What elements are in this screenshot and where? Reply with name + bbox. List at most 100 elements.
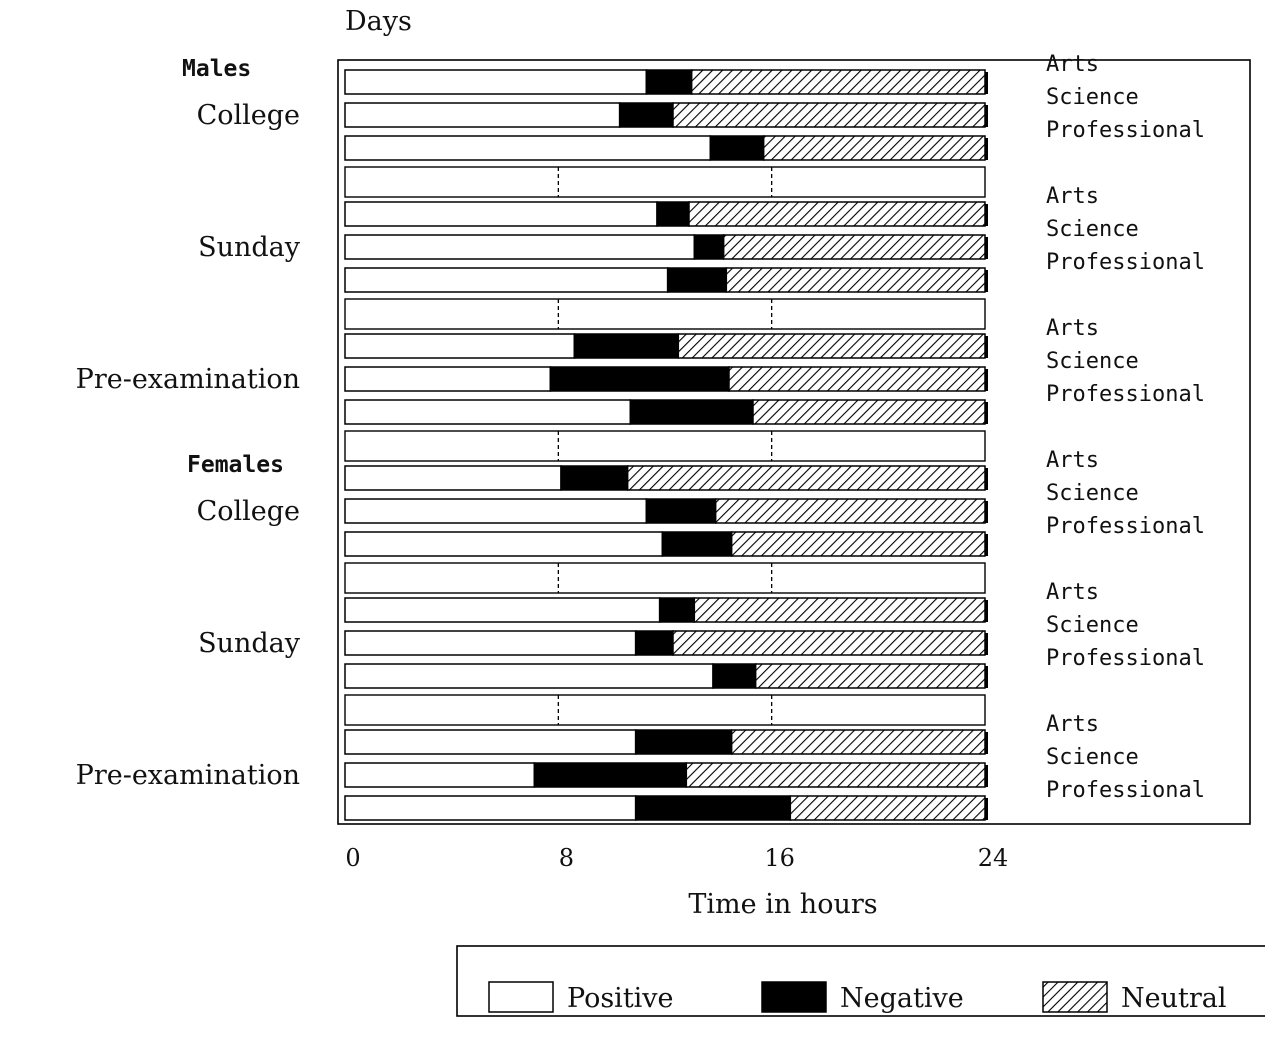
bar-segment-negative [634, 630, 674, 656]
faculty-label: Science [1046, 613, 1139, 638]
bar-segment-neutral [725, 267, 986, 293]
bar-segment-neutral [672, 102, 986, 128]
bar-segment-negative [618, 102, 674, 128]
condition-label: Pre-examination [76, 760, 300, 791]
bar-segment-positive [344, 729, 637, 755]
legend: Positive Negative Neutral [456, 945, 1265, 1017]
bar-segment-neutral [752, 399, 986, 425]
bar-end-cap [985, 336, 988, 358]
bar-segment-neutral [722, 234, 986, 260]
legend-swatch-neutral [1042, 981, 1108, 1013]
spacer-row [344, 298, 986, 330]
x-tick-label: 24 [978, 844, 1009, 872]
bar-end-cap [985, 204, 988, 226]
bar-segment-neutral [693, 597, 986, 623]
bar-segment-positive [344, 795, 637, 821]
faculty-label: Arts [1046, 52, 1099, 77]
bar-segment-neutral [714, 498, 986, 524]
legend-frame [456, 945, 1265, 1017]
bar-segment-negative [656, 201, 690, 227]
condition-label: Sunday [198, 232, 301, 263]
faculty-label: Arts [1046, 184, 1099, 209]
bar-segment-neutral [685, 762, 986, 788]
bar-segment-positive [344, 762, 536, 788]
bar-end-cap [985, 72, 988, 94]
faculty-label: Science [1046, 745, 1139, 770]
faculty-label: Professional [1046, 118, 1205, 143]
legend-label-positive: Positive [567, 983, 674, 1014]
bar-segment-negative [533, 762, 688, 788]
legend-swatch-positive [488, 981, 554, 1013]
bar-end-cap [985, 666, 988, 688]
bar-segment-negative [549, 366, 730, 392]
faculty-label: Professional [1046, 250, 1205, 275]
bar-segment-positive [344, 663, 714, 689]
bar-segment-negative [634, 795, 792, 821]
plot-frame [337, 59, 1251, 825]
bar-end-cap [985, 501, 988, 523]
bar-segment-negative [709, 135, 765, 161]
bar-segment-negative [712, 663, 757, 689]
bar-segment-neutral [762, 135, 986, 161]
bar-segment-neutral [672, 630, 986, 656]
bar-end-cap [985, 138, 988, 160]
bar-segment-neutral [688, 201, 986, 227]
bar-segment-neutral [730, 531, 986, 557]
bar-segment-neutral [789, 795, 986, 821]
spacer-row [344, 430, 986, 462]
bar-segment-positive [344, 597, 661, 623]
bar-segment-negative [634, 729, 733, 755]
bar-end-cap [985, 369, 988, 391]
bar-segment-neutral [754, 663, 986, 689]
spacer-row [344, 562, 986, 594]
bar-segment-negative [573, 333, 680, 359]
faculty-label: Professional [1046, 382, 1205, 407]
spacer-row [344, 166, 986, 198]
bar-segment-negative [645, 498, 717, 524]
bar-end-cap [985, 732, 988, 754]
bar-segment-neutral [626, 465, 986, 491]
bar-end-cap [985, 237, 988, 259]
bar-end-cap [985, 105, 988, 127]
bar-segment-positive [344, 465, 562, 491]
bar-segment-negative [693, 234, 725, 260]
faculty-label: Professional [1046, 646, 1205, 671]
bar-segment-positive [344, 531, 664, 557]
faculty-label: Science [1046, 85, 1139, 110]
gender-label: Males [182, 56, 251, 82]
bar-segment-negative [658, 597, 696, 623]
bar-segment-positive [344, 234, 696, 260]
faculty-label: Arts [1046, 448, 1099, 473]
legend-swatch-negative [761, 981, 827, 1013]
spacer-row [344, 694, 986, 726]
bar-segment-negative [666, 267, 728, 293]
faculty-label: Professional [1046, 514, 1205, 539]
faculty-label: Science [1046, 217, 1139, 242]
bar-segment-positive [344, 399, 632, 425]
bar-segment-positive [344, 333, 576, 359]
faculty-label: Arts [1046, 580, 1099, 605]
faculty-label: Professional [1046, 778, 1205, 803]
bar-segment-negative [645, 69, 693, 95]
legend-label-neutral: Neutral [1121, 983, 1226, 1014]
bar-segment-positive [344, 135, 712, 161]
x-tick-label: 8 [559, 844, 574, 872]
bar-segment-neutral [728, 366, 986, 392]
condition-label: College [197, 100, 300, 131]
bar-segment-neutral [677, 333, 986, 359]
bar-segment-neutral [690, 69, 986, 95]
x-tick-label: 0 [345, 844, 360, 872]
bar-end-cap [985, 468, 988, 490]
days-label: Days [345, 6, 412, 37]
bar-segment-positive [344, 267, 669, 293]
bar-end-cap [985, 765, 988, 787]
gender-label: Females [187, 452, 284, 478]
bar-segment-positive [344, 366, 552, 392]
x-tick-label: 16 [764, 844, 795, 872]
bar-end-cap [985, 633, 988, 655]
bar-segment-positive [344, 69, 648, 95]
condition-label: Sunday [198, 628, 301, 659]
bar-segment-positive [344, 201, 658, 227]
bar-end-cap [985, 600, 988, 622]
